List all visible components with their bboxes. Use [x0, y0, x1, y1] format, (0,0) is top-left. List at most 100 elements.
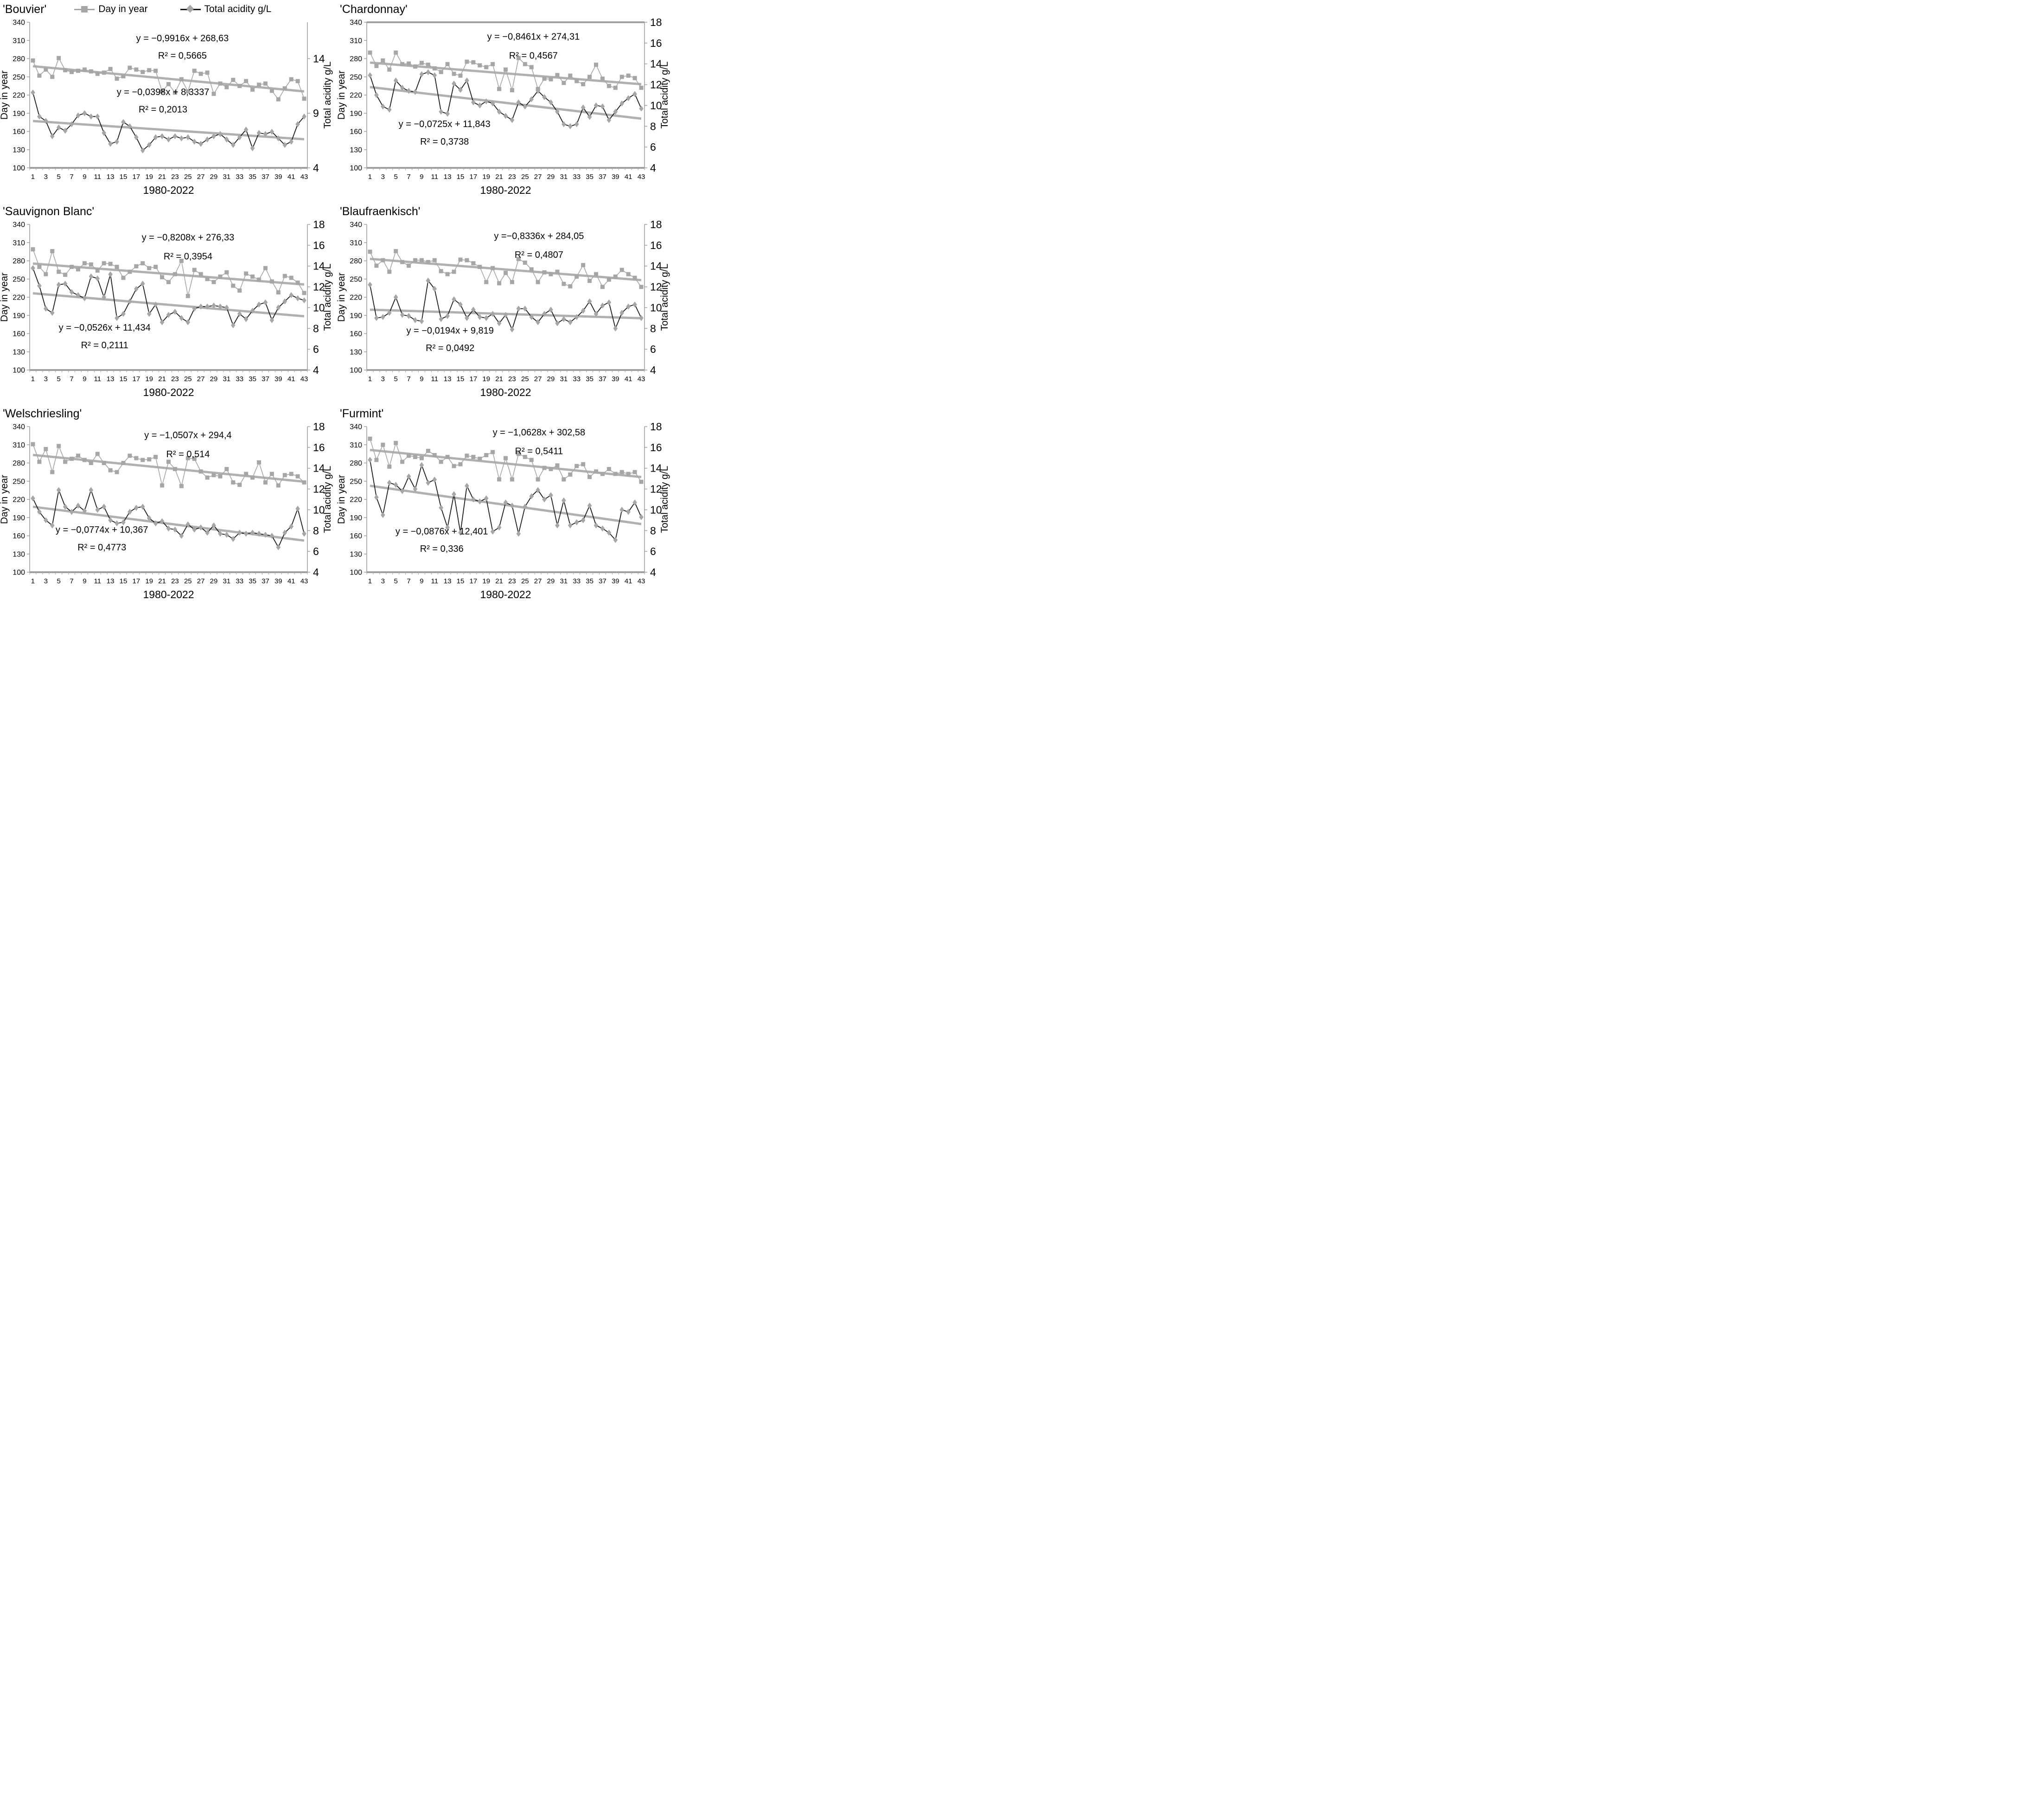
svg-text:35: 35: [586, 173, 593, 181]
svg-text:1: 1: [368, 173, 372, 181]
svg-text:R² = 0,4567: R² = 0,4567: [509, 51, 558, 61]
svg-text:33: 33: [236, 577, 243, 585]
svg-text:Total acidity g/L: Total acidity g/L: [322, 466, 333, 533]
panel-chardonnay-header: 'Chardonnay': [337, 0, 674, 19]
svg-text:280: 280: [350, 55, 362, 63]
svg-text:17: 17: [133, 173, 140, 181]
panel-welschriesling: 'Welschriesling' 340 310 280 250 220 190 160 13…: [0, 404, 337, 607]
svg-text:1: 1: [31, 375, 35, 383]
svg-text:220: 220: [13, 294, 25, 302]
svg-text:27: 27: [197, 375, 205, 383]
svg-text:29: 29: [547, 173, 555, 181]
svg-text:11: 11: [431, 173, 438, 181]
svg-text:41: 41: [625, 577, 632, 585]
svg-text:7: 7: [407, 577, 410, 585]
svg-text:160: 160: [13, 532, 25, 540]
svg-text:39: 39: [612, 375, 619, 383]
svg-text:33: 33: [573, 173, 581, 181]
svg-text:130: 130: [13, 550, 25, 558]
svg-text:27: 27: [197, 173, 205, 181]
svg-text:1980-2022: 1980-2022: [143, 588, 194, 600]
svg-text:y = −0,8208x + 276,33: y = −0,8208x + 276,33: [142, 233, 235, 243]
svg-text:39: 39: [274, 375, 282, 383]
svg-text:310: 310: [350, 441, 362, 449]
panel-sauvignon-blanc: 'Sauvignon Blanc' 340 310 280 250 220 190 160 1…: [0, 202, 337, 404]
svg-text:Total acidity g/L: Total acidity g/L: [659, 466, 670, 533]
svg-text:43: 43: [638, 375, 645, 383]
svg-text:43: 43: [300, 577, 308, 585]
svg-text:220: 220: [350, 92, 362, 100]
svg-text:1: 1: [31, 173, 35, 181]
svg-text:7: 7: [70, 577, 73, 585]
svg-text:130: 130: [350, 146, 362, 154]
svg-text:13: 13: [444, 173, 452, 181]
svg-text:100: 100: [13, 569, 25, 577]
panel-title: 'Furmint': [340, 407, 384, 420]
svg-text:7: 7: [407, 375, 410, 383]
chart-furmint: 3403102802502201901601301001816141210864…: [337, 421, 670, 600]
svg-text:11: 11: [431, 577, 438, 585]
svg-text:11: 11: [94, 173, 101, 181]
svg-text:1980-2022: 1980-2022: [143, 386, 194, 398]
svg-text:19: 19: [482, 577, 490, 585]
svg-text:250: 250: [13, 73, 25, 81]
svg-text:9: 9: [420, 375, 423, 383]
svg-text:10: 10: [650, 99, 662, 111]
svg-text:6: 6: [313, 545, 319, 557]
svg-text:41: 41: [287, 577, 295, 585]
svg-text:R² = 0,3954: R² = 0,3954: [164, 251, 212, 262]
svg-text:R² = 0,4773: R² = 0,4773: [77, 543, 126, 553]
svg-text:41: 41: [625, 375, 632, 383]
svg-text:25: 25: [521, 577, 529, 585]
svg-text:33: 33: [573, 577, 581, 585]
svg-text:15: 15: [457, 375, 465, 383]
svg-text:Total acidity g/L: Total acidity g/L: [322, 264, 333, 331]
svg-text:220: 220: [13, 496, 25, 504]
svg-text:R² = 0,336: R² = 0,336: [420, 544, 464, 554]
svg-text:19: 19: [145, 577, 153, 585]
svg-text:9: 9: [83, 375, 86, 383]
svg-text:280: 280: [13, 257, 25, 265]
svg-text:23: 23: [171, 173, 179, 181]
svg-text:25: 25: [184, 577, 192, 585]
chart-blaufraenkisch: 3403102802502201901601301001816141210864…: [337, 218, 670, 398]
svg-text:16: 16: [650, 441, 662, 453]
svg-text:18: 18: [313, 221, 325, 230]
svg-text:37: 37: [599, 375, 606, 383]
svg-text:41: 41: [625, 173, 632, 181]
svg-text:12: 12: [650, 79, 662, 91]
svg-text:160: 160: [13, 128, 25, 136]
svg-text:43: 43: [638, 173, 645, 181]
svg-text:6: 6: [650, 545, 656, 557]
svg-text:340: 340: [350, 221, 362, 229]
svg-text:31: 31: [223, 577, 231, 585]
svg-text:130: 130: [13, 146, 25, 154]
svg-text:27: 27: [534, 375, 542, 383]
svg-text:R² = 0,0492: R² = 0,0492: [426, 343, 474, 353]
svg-text:Day in year: Day in year: [337, 273, 347, 322]
svg-text:7: 7: [407, 173, 410, 181]
svg-text:280: 280: [13, 55, 25, 63]
svg-text:18: 18: [650, 221, 662, 230]
svg-text:4: 4: [313, 162, 319, 174]
svg-text:15: 15: [120, 173, 128, 181]
svg-text:43: 43: [300, 173, 308, 181]
svg-text:16: 16: [313, 441, 325, 453]
svg-text:y = −0,0194x + 9,819: y = −0,0194x + 9,819: [406, 326, 494, 336]
svg-text:y = −0,0876x + 12,401: y = −0,0876x + 12,401: [396, 526, 488, 536]
svg-text:33: 33: [236, 173, 243, 181]
svg-text:27: 27: [534, 577, 542, 585]
square-marker-icon: [74, 6, 95, 13]
svg-text:13: 13: [444, 577, 452, 585]
svg-text:35: 35: [249, 173, 256, 181]
svg-text:R² = 0,2013: R² = 0,2013: [139, 105, 187, 115]
svg-text:310: 310: [13, 239, 25, 247]
svg-text:5: 5: [394, 173, 398, 181]
svg-text:37: 37: [599, 577, 606, 585]
svg-text:21: 21: [495, 173, 503, 181]
svg-text:340: 340: [13, 19, 25, 27]
svg-text:280: 280: [350, 257, 362, 265]
panel-bouvier: 'Bouvier' Day in year Total acidity g/L …: [0, 0, 337, 202]
svg-text:Total acidity g/L: Total acidity g/L: [322, 62, 333, 129]
